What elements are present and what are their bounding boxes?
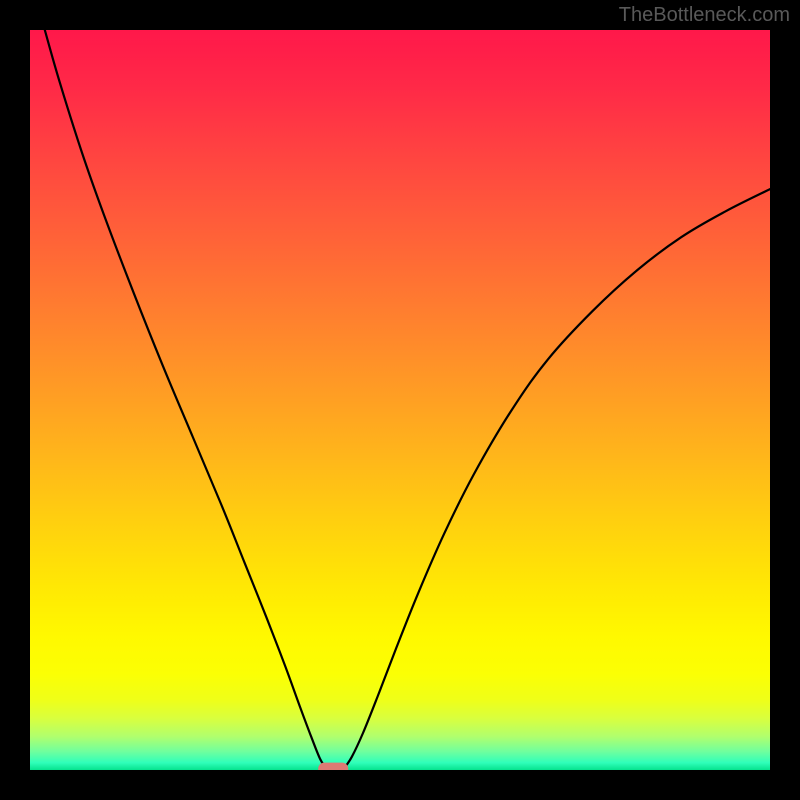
plot-area [30, 30, 770, 770]
bottleneck-curve-left [45, 30, 326, 768]
watermark-text: TheBottleneck.com [619, 4, 790, 27]
optimum-marker [319, 763, 349, 770]
chart-container: TheBottleneck.com [0, 0, 800, 800]
curve-layer [30, 30, 770, 770]
bottleneck-curve-right [345, 189, 771, 768]
